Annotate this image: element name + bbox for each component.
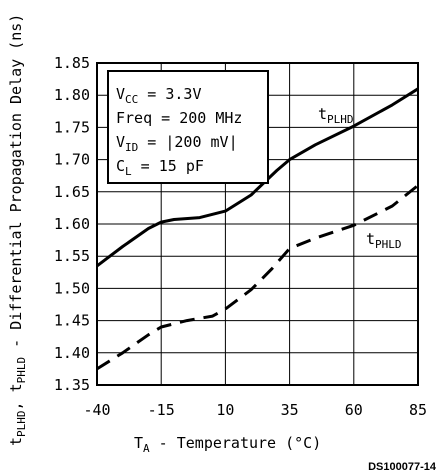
y-tick-label: 1.70 <box>54 151 90 169</box>
figure-code: DS100077-14 <box>368 461 437 473</box>
condition-vid: VID = |200 mV| <box>116 133 238 154</box>
x-tick-label: -15 <box>148 401 175 419</box>
x-tick-label: 60 <box>345 401 363 419</box>
condition-cl: CL = 15 pF <box>116 157 204 178</box>
y-tick-label: 1.35 <box>54 376 90 394</box>
y-tick-label: 1.85 <box>54 54 90 72</box>
y-tick-label: 1.60 <box>54 215 90 233</box>
y-tick-label: 1.75 <box>54 118 90 136</box>
x-axis-label: TA - Temperature (°C) <box>134 434 321 455</box>
x-tick-labels: -40 -15 10 35 60 85 <box>83 401 427 419</box>
series-label-tplhd: tPLHD <box>318 105 354 126</box>
series-label-tphld: tPHLD <box>366 230 402 251</box>
condition-freq: Freq = 200 MHz <box>116 109 242 127</box>
y-tick-label: 1.40 <box>54 344 90 362</box>
x-tick-label: 10 <box>216 401 234 419</box>
y-tick-label: 1.55 <box>54 247 90 265</box>
x-tick-label: -40 <box>83 401 110 419</box>
y-tick-label: 1.80 <box>54 86 90 104</box>
conditions-box: VCC = 3.3V Freq = 200 MHz VID = |200 mV|… <box>107 70 269 184</box>
y-tick-label: 1.65 <box>54 183 90 201</box>
x-tick-label: 35 <box>281 401 299 419</box>
y-tick-label: 1.45 <box>54 312 90 330</box>
y-axis-label: tPLHD, tPHLD - Differential Propagation … <box>7 14 28 446</box>
y-tick-labels: 1.85 1.80 1.75 1.70 1.65 1.60 1.55 1.50 1.45 1.40… <box>54 54 90 394</box>
series-line-tphld <box>96 184 419 371</box>
series-line-tplhd <box>96 87 419 268</box>
plot-frame <box>96 62 419 386</box>
y-tick-label: 1.50 <box>54 279 90 297</box>
series <box>96 87 419 371</box>
conditions-frame <box>107 70 269 184</box>
x-tick-label: 85 <box>409 401 427 419</box>
condition-vcc: VCC = 3.3V <box>116 85 202 106</box>
